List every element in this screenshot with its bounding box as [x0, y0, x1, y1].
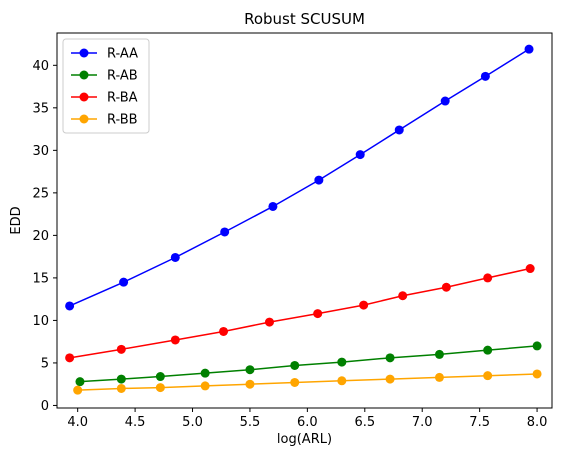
- x-tick-label: 4.0: [67, 415, 88, 430]
- y-tick-label: 15: [32, 271, 49, 286]
- legend-label-r-ab: R-AB: [107, 69, 138, 84]
- x-tick-label: 7.5: [469, 415, 490, 430]
- data-point-r-ba: [313, 309, 323, 319]
- data-point-r-ab: [155, 372, 165, 382]
- data-point-r-ab: [116, 374, 126, 384]
- y-tick-label: 0: [41, 399, 49, 414]
- x-tick-label: 7.0: [412, 415, 433, 430]
- data-point-r-aa: [480, 71, 490, 81]
- legend-marker-r-aa: [79, 48, 89, 58]
- data-point-r-ba: [398, 291, 408, 301]
- y-tick-label: 30: [32, 144, 49, 159]
- data-point-r-ba: [483, 273, 493, 283]
- data-point-r-ba: [219, 326, 229, 336]
- chart-title: Robust SCUSUM: [244, 10, 365, 28]
- data-point-r-bb: [532, 369, 542, 379]
- x-tick-label: 4.5: [125, 415, 146, 430]
- legend-marker-r-ab: [79, 70, 89, 80]
- legend-label-r-aa: R-AA: [107, 47, 138, 62]
- y-tick-label: 20: [32, 229, 49, 244]
- data-point-r-ab: [483, 345, 493, 355]
- data-point-r-bb: [245, 379, 255, 389]
- data-point-r-ab: [337, 357, 347, 367]
- legend-box: [62, 38, 150, 134]
- data-point-r-ba: [359, 300, 369, 310]
- x-tick-label: 6.0: [297, 415, 318, 430]
- plot-frame: [56, 32, 553, 409]
- data-point-r-ab: [200, 368, 210, 378]
- data-point-r-aa: [524, 44, 534, 54]
- data-point-r-ba: [65, 353, 75, 363]
- legend: R-AA R-AB R-BA R-BB: [62, 38, 150, 134]
- data-point-r-ab: [75, 377, 85, 387]
- series-line-r-bb: [77, 373, 538, 391]
- x-axis-title: log(ARL): [277, 432, 332, 447]
- x-tick-label: 5.5: [240, 415, 261, 430]
- data-point-r-ab: [532, 341, 542, 351]
- y-tick-label: 35: [32, 101, 49, 116]
- data-point-r-aa: [220, 227, 230, 237]
- y-tick-label: 25: [32, 186, 49, 201]
- data-point-r-bb: [116, 383, 126, 393]
- data-point-r-bb: [73, 385, 83, 395]
- data-point-r-aa: [355, 150, 365, 160]
- data-point-r-ab: [245, 365, 255, 375]
- data-point-r-aa: [268, 201, 278, 211]
- y-tick-label: 5: [41, 356, 49, 371]
- x-tick-label: 8.0: [527, 415, 548, 430]
- data-point-r-bb: [434, 372, 444, 382]
- data-point-r-bb: [337, 376, 347, 386]
- data-point-r-ba: [441, 282, 451, 292]
- data-point-r-aa: [119, 277, 129, 287]
- y-tick-label: 10: [32, 314, 49, 329]
- data-point-r-aa: [440, 96, 450, 106]
- data-point-r-bb: [290, 377, 300, 387]
- legend-label-r-ba: R-BA: [107, 91, 138, 106]
- data-point-r-ab: [434, 349, 444, 359]
- plot-area: 4.0 4.5 5.0 5.5 6.0 6.5 7.0 7.5 8.0 0 5 10 15 20 25 30 3…: [32, 32, 553, 430]
- y-tick-label: 40: [32, 59, 49, 74]
- x-tick-label: 6.5: [354, 415, 375, 430]
- data-point-r-ab: [385, 353, 395, 363]
- data-point-r-ab: [290, 360, 300, 370]
- data-point-r-bb: [385, 374, 395, 384]
- x-tick-label: 5.0: [182, 415, 203, 430]
- data-point-r-aa: [65, 301, 75, 311]
- data-point-r-ba: [116, 344, 126, 354]
- legend-label-r-bb: R-BB: [107, 113, 138, 128]
- data-point-r-aa: [394, 125, 404, 135]
- data-point-r-ba: [525, 264, 535, 274]
- data-point-r-bb: [483, 371, 493, 381]
- series-line-r-ba: [69, 267, 531, 359]
- y-axis-title: EDD: [9, 206, 24, 234]
- data-point-r-bb: [155, 383, 165, 393]
- data-point-r-aa: [314, 175, 324, 185]
- data-point-r-aa: [170, 252, 180, 262]
- data-point-r-ba: [264, 317, 274, 327]
- data-point-r-bb: [200, 381, 210, 391]
- legend-marker-r-bb: [79, 114, 89, 124]
- legend-marker-r-ba: [79, 92, 89, 102]
- data-point-r-ba: [170, 335, 180, 345]
